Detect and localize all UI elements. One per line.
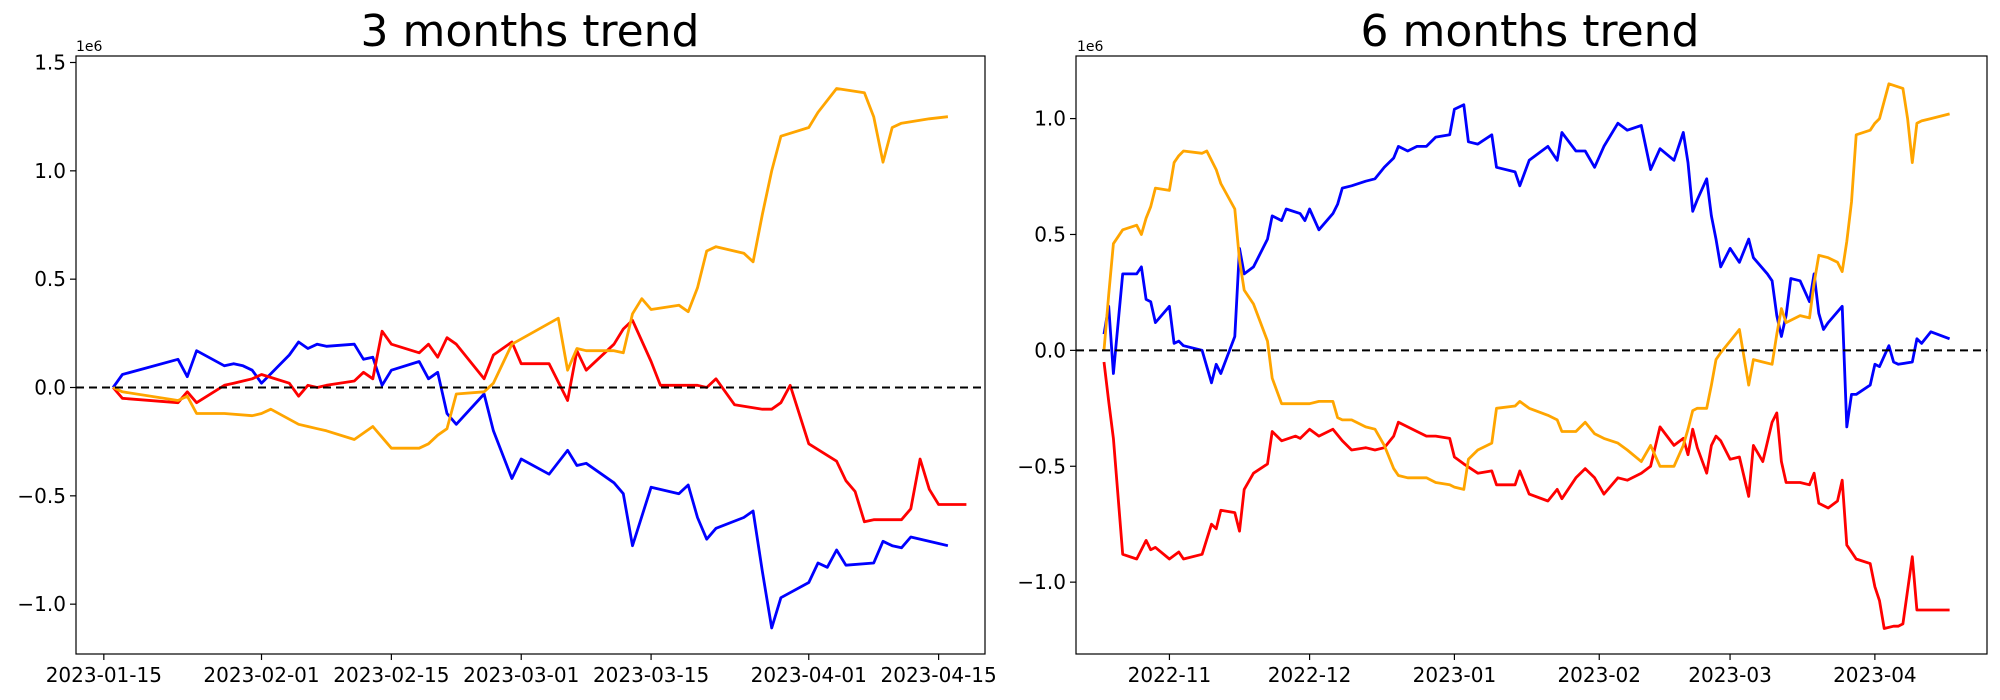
x-tick-label: 2023-03	[1688, 663, 1772, 687]
x-tick-label: 2023-02-01	[203, 663, 319, 687]
x-tick-label: 2023-03-01	[463, 663, 579, 687]
x-tick-label: 2023-03-15	[593, 663, 709, 687]
series-line	[1102, 103, 1951, 429]
axes-frame	[75, 55, 986, 655]
chart-title: 3 months trend	[361, 6, 700, 57]
x-tick-label: 2023-02-15	[333, 663, 449, 687]
series-line	[111, 340, 949, 630]
x-tick-label: 2023-01-15	[46, 663, 162, 687]
plot-area: −1.0 −0.5 0.0 0.5 1.0 2022-11 2022-12 2023-01 20…	[1017, 55, 1988, 687]
y-tick-label: 0.0	[34, 376, 66, 400]
series-line	[112, 87, 949, 450]
axes-frame	[1075, 55, 1988, 655]
y-tick-label: −0.5	[17, 484, 66, 508]
x-tick-label: 2022-12	[1268, 663, 1352, 687]
y-tick-label: 1.0	[34, 159, 66, 183]
plot-area: −1.0 −0.5 0.0 0.5 1.0 1.5 2023-01-15 2023-02-01…	[17, 51, 996, 688]
y-tick-label: −1.0	[17, 592, 66, 616]
chart-title: 6 months trend	[1361, 6, 1700, 57]
y-tick-label: 1.5	[34, 51, 66, 75]
x-tick-label: 2023-04-15	[881, 663, 997, 687]
x-tick-label: 2023-02	[1557, 663, 1641, 687]
y-tick-label: 0.5	[34, 267, 66, 291]
panel-6-months: 6 months trend 1e6 −1.0 −0.5 0.0 0.5 1.0 2022…	[1017, 6, 1988, 687]
y-tick-label: 1.0	[1034, 107, 1066, 131]
y-tick-label: 0.5	[1034, 222, 1066, 246]
series-line	[1102, 361, 1950, 630]
y-axis-offset-label: 1e6	[1077, 39, 1104, 55]
series-line	[1102, 82, 1950, 491]
panel-3-months: 3 months trend 1e6 −1.0 −0.5 0.0 0.5 1.0 1.5 2…	[17, 6, 996, 687]
y-tick-label: −1.0	[1017, 570, 1066, 594]
x-tick-label: 2023-01	[1413, 663, 1497, 687]
y-tick-label: 0.0	[1034, 338, 1066, 362]
series-line	[112, 318, 967, 524]
x-tick-label: 2022-11	[1128, 663, 1212, 687]
x-tick-label: 2023-04	[1833, 663, 1917, 687]
x-tick-label: 2023-04-01	[751, 663, 867, 687]
y-tick-label: −0.5	[1017, 454, 1066, 478]
y-axis-offset-label: 1e6	[76, 39, 103, 55]
